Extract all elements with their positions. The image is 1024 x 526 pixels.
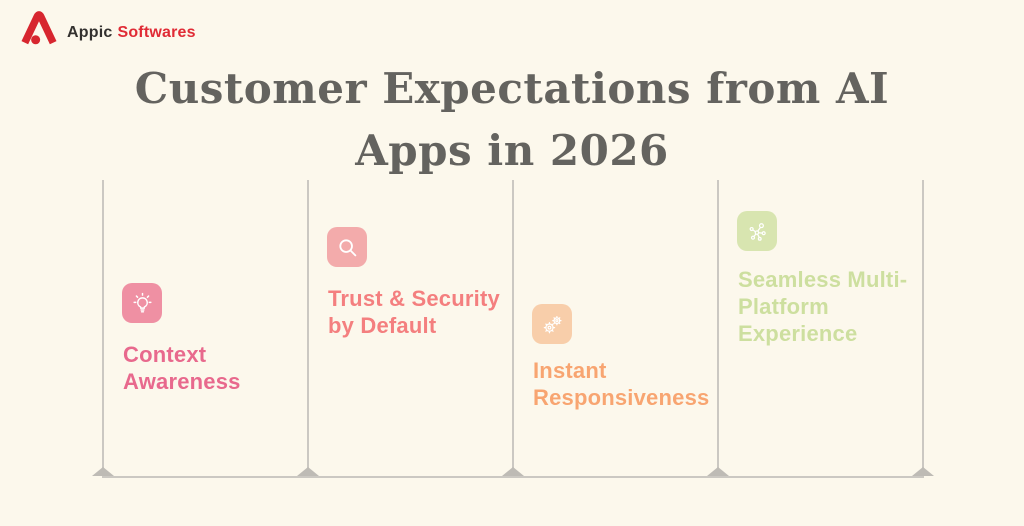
card-context-awareness: Context Awareness <box>103 180 308 477</box>
card-label: Seamless Multi-Platform Experience <box>738 267 908 346</box>
appic-logo-icon <box>21 11 57 45</box>
divider-line <box>307 180 309 477</box>
card-multi-platform: Seamless Multi-Platform Experience <box>718 180 923 477</box>
corner-marker <box>297 467 319 476</box>
lightbulb-icon <box>122 283 162 323</box>
divider-line <box>102 180 104 477</box>
card-label: Trust & Security by Default <box>328 286 500 338</box>
corner-marker <box>707 467 729 476</box>
card-label: Instant Responsiveness <box>533 358 710 410</box>
page-title-line2: Apps in 2026 <box>355 126 669 176</box>
network-icon <box>737 211 777 251</box>
brand-name-secondary: Softwares <box>117 24 196 41</box>
brand-name-primary: Appic <box>67 24 113 41</box>
search-icon <box>327 227 367 267</box>
brand-name: Appic Softwares <box>67 14 196 42</box>
corner-marker <box>502 467 524 476</box>
card-trust-security: Trust & Security by Default <box>308 180 513 477</box>
gears-icon <box>532 304 572 344</box>
card-instant-responsiveness: Instant Responsiveness <box>513 180 718 477</box>
card-label: Context Awareness <box>123 342 241 394</box>
divider-line <box>717 180 719 477</box>
corner-marker <box>912 467 934 476</box>
page-title: Customer Expectations from AI Apps in 20… <box>0 58 1024 182</box>
baseline <box>102 476 924 478</box>
divider-line <box>512 180 514 477</box>
divider-line <box>922 180 924 477</box>
brand-logo: Appic Softwares <box>18 8 196 48</box>
corner-marker <box>92 467 114 476</box>
page-title-line1: Customer Expectations from AI <box>134 64 890 114</box>
